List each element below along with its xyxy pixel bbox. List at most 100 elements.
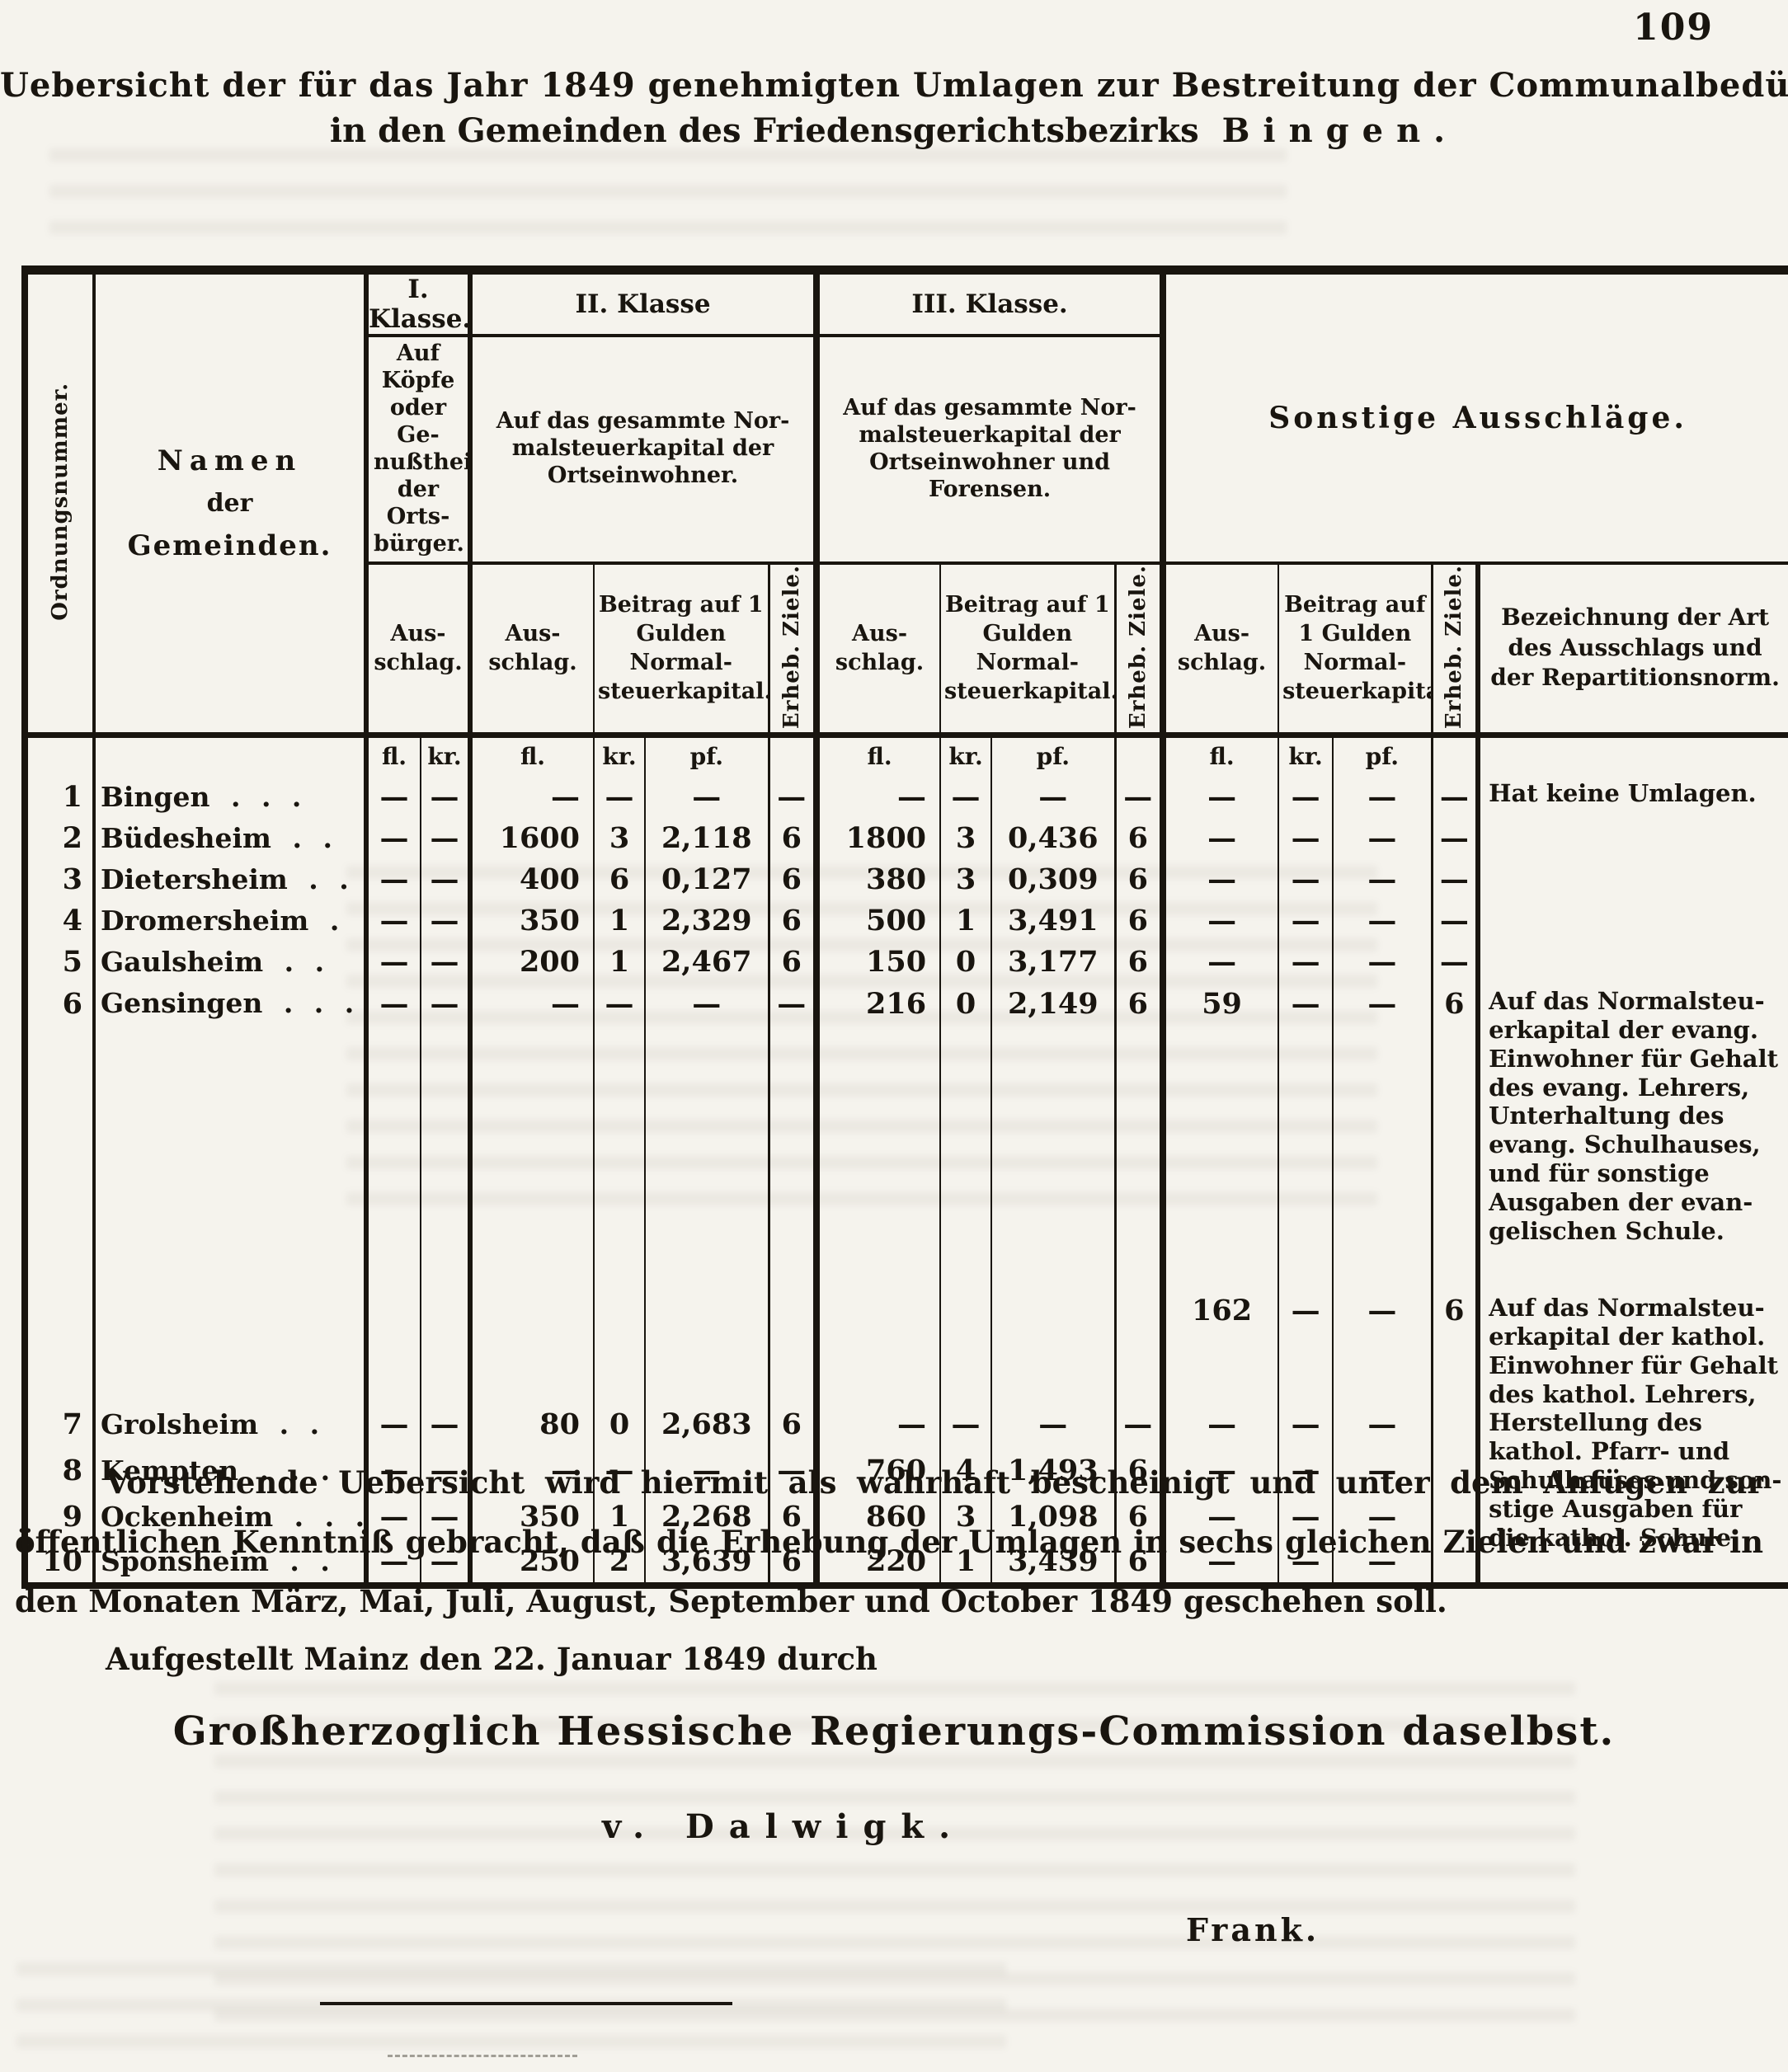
- k2-beitrag-pf-cell: 2,268: [644, 1493, 769, 1540]
- k2-ausschlag-cell: 1600: [468, 817, 595, 859]
- k1-kr-cell: —: [419, 1539, 471, 1586]
- column-header-erhebziele-sonstige: Erheb. Ziele.: [1430, 562, 1479, 735]
- k2-beitrag-kr-cell: 6: [593, 858, 646, 900]
- column-header-bezeichnung: Bezeichnung der Art des Ausschlags und d…: [1475, 562, 1788, 735]
- k2-beitrag-kr-cell: 1: [593, 900, 646, 942]
- k3-ziele-cell: 6: [1113, 858, 1164, 900]
- k1-fl-cell: —: [364, 1493, 421, 1540]
- k3-ziele-cell: 6: [1113, 900, 1164, 942]
- document-title-line2: in den Gemeinden des Friedensgerichtsbez…: [0, 111, 1788, 150]
- k3-beitrag-kr-cell: 1: [939, 900, 992, 942]
- column-header-erhebziele-klasse-2: Erheb. Ziele.: [767, 562, 817, 735]
- table-row: 9 Ockenheim . . . — — 350 1 2,268 6 860 …: [25, 1493, 1788, 1540]
- table-row: 2 Büdesheim . . — — 1600 3 2,118 6 1800 …: [25, 817, 1788, 859]
- k1-fl-cell: —: [364, 941, 421, 983]
- k3-beitrag-pf-cell: [990, 1289, 1116, 1402]
- column-header-erhebziele-klasse-3: Erheb. Ziele.: [1113, 562, 1164, 735]
- sonstige-pf-cell: —: [1332, 858, 1433, 900]
- k2-ausschlag-cell: —: [468, 1447, 595, 1494]
- sonstige-kr-cell: —: [1277, 817, 1334, 859]
- k3-ausschlag-cell: [813, 1289, 941, 1402]
- k3-ausschlag-cell: 860: [813, 1493, 941, 1540]
- ordnungsnummer-cell: 2: [62, 820, 82, 855]
- k2-beitrag-kr-cell: 1: [593, 941, 646, 983]
- k2-ziele-cell: 6: [767, 858, 817, 900]
- k2-ausschlag-cell: 80: [468, 1401, 595, 1448]
- gemeinde-name-cell: Grolsheim . .: [92, 1401, 366, 1448]
- sonstige-pf-cell: —: [1332, 1539, 1433, 1586]
- k3-beitrag-kr-cell: 0: [939, 982, 992, 1290]
- k3-beitrag-kr-cell: 4: [939, 1447, 992, 1494]
- sonstige-pf-cell: —: [1332, 941, 1433, 983]
- k1-kr-cell: —: [419, 1401, 471, 1448]
- k3-ausschlag-cell: —: [813, 1401, 941, 1448]
- k1-fl-cell: —: [364, 1447, 421, 1494]
- k3-beitrag-pf-cell: 2,149: [990, 982, 1116, 1290]
- unit-pf: pf.: [990, 731, 1116, 777]
- bemerkung-cell: Auf das Normalsteu­erkapital der evang. …: [1475, 982, 1788, 1290]
- k2-beitrag-pf-cell: [644, 1289, 769, 1402]
- sonstige-kr-cell: —: [1277, 1289, 1334, 1402]
- column-header-beitrag-klasse-3: Beitrag auf 1 Gulden Normal­steuerkapita…: [939, 562, 1116, 735]
- gemeinde-name-cell: Dromersheim .: [92, 900, 366, 942]
- k2-beitrag-kr-cell: [593, 1289, 646, 1402]
- k1-kr-cell: [419, 1289, 471, 1402]
- k3-ausschlag-cell: 150: [813, 941, 941, 983]
- sonstige-kr-cell: —: [1277, 1401, 1334, 1448]
- group-header-klasse-2: II. Klasse: [468, 270, 817, 337]
- bleed-through-artifact: [16, 1962, 1006, 2061]
- k3-ausschlag-cell: 500: [813, 900, 941, 942]
- attestation-paragraph: Vorstehende Uebersicht wird hiermit als …: [15, 1464, 1763, 1620]
- k1-fl-cell: —: [364, 900, 421, 942]
- k3-ziele-cell: 6: [1113, 1493, 1164, 1540]
- subheader-klasse-2-basis: Auf das gesammte Nor­malsteuerkapital de…: [468, 336, 817, 565]
- k3-beitrag-kr-cell: 0: [939, 941, 992, 983]
- k2-ziele-cell: 6: [767, 1539, 817, 1586]
- k2-ziele-cell: 6: [767, 1493, 817, 1540]
- sonstige-kr-cell: —: [1277, 776, 1334, 818]
- subheader-klasse-1-basis: Auf Köpfe oder Ge­nußtheile der Orts­bür…: [363, 336, 471, 565]
- unit-fl: fl.: [1160, 731, 1279, 777]
- bemerkung-cell: Auf das Normalsteu­erkapital der kathol.…: [1475, 1289, 1788, 1586]
- k3-ausschlag-cell: 760: [813, 1447, 941, 1494]
- k3-ziele-cell: —: [1113, 776, 1164, 818]
- sonstige-ziele-cell: —: [1430, 817, 1479, 859]
- k1-fl-cell: —: [364, 858, 421, 900]
- k1-fl-cell: —: [364, 1401, 421, 1448]
- sonstige-ausschlag-cell: —: [1160, 941, 1279, 983]
- ordnungsnummer-cell: 1: [62, 779, 82, 814]
- k3-beitrag-pf-cell: 3,491: [990, 900, 1116, 942]
- k2-beitrag-kr-cell: —: [593, 776, 646, 818]
- table-row: 1 Bingen . . . — — — — — — — — — — — — —…: [25, 776, 1788, 818]
- page-number: 109: [1633, 7, 1714, 49]
- unit-blank: [1475, 731, 1788, 777]
- k2-ziele-cell: 6: [767, 1401, 817, 1448]
- document-title-line1: Uebersicht der für das Jahr 1849 genehmi…: [0, 66, 1788, 105]
- umlagen-table: Ordnungsnummer. Namen der Gemeinden. I. …: [21, 265, 1788, 1590]
- k1-kr-cell: —: [419, 1447, 471, 1494]
- k2-ausschlag-cell: 200: [468, 941, 595, 983]
- sonstige-pf-cell: —: [1332, 1447, 1433, 1494]
- k2-beitrag-kr-cell: —: [593, 982, 646, 1290]
- table-row-continuation: 162 — — 6 Auf das Normalsteu­erkapital d…: [25, 1289, 1788, 1586]
- bleed-through-artifact: [49, 148, 1287, 256]
- sonstige-kr-cell: —: [1277, 941, 1334, 983]
- group-header-sonstige-ausschlaege: Sonstige Ausschläge.: [1160, 270, 1788, 565]
- k3-beitrag-kr-cell: —: [939, 776, 992, 818]
- k2-beitrag-kr-cell: —: [593, 1447, 646, 1494]
- table-row: 4 Dromersheim . — — 350 1 2,329 6 500 1 …: [25, 900, 1788, 942]
- k2-beitrag-pf-cell: 2,683: [644, 1401, 769, 1448]
- k3-beitrag-pf-cell: 3,177: [990, 941, 1116, 983]
- column-header-der: der: [206, 488, 253, 518]
- gemeinde-name-cell: Büdesheim . .: [92, 817, 366, 859]
- gemeinde-name-cell: Kempten . . .: [92, 1447, 366, 1494]
- table-row: 6 Gensingen . . . — — — — — — 216 0 2,14…: [25, 982, 1788, 1290]
- document-title: Uebersicht der für das Jahr 1849 genehmi…: [0, 66, 1788, 150]
- sonstige-kr-cell: —: [1277, 900, 1334, 942]
- unit-blank: [92, 731, 366, 777]
- k3-ziele-cell: 6: [1113, 1539, 1164, 1586]
- k1-kr-cell: —: [419, 858, 471, 900]
- unit-blank: [25, 731, 94, 777]
- sonstige-kr-cell: —: [1277, 858, 1334, 900]
- k3-beitrag-kr-cell: 3: [939, 817, 992, 859]
